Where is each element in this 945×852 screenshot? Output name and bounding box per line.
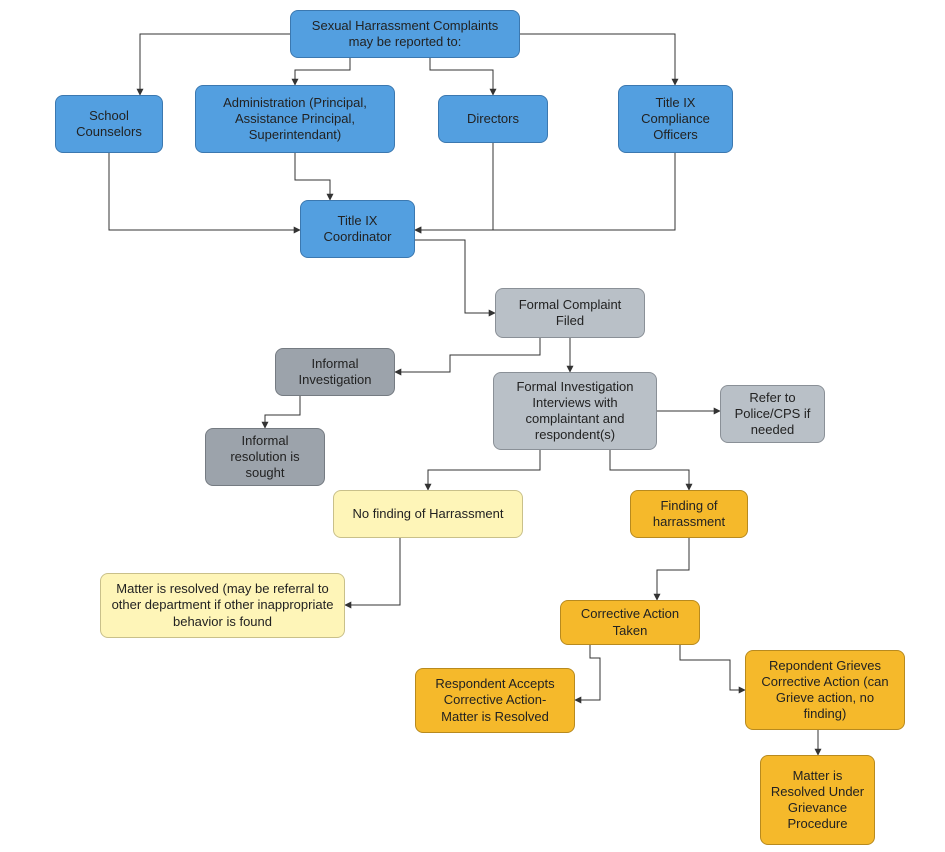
node-admin: Administration (Principal, Assistance Pr…: [195, 85, 395, 153]
edge-officers-to-coord: [415, 153, 675, 230]
edge-corrective-to-accepts: [575, 645, 600, 700]
node-griev_res: Matter is Resolved Under Grievance Proce…: [760, 755, 875, 845]
edge-top-to-directors: [430, 58, 493, 95]
edge-informal-to-inf_res: [265, 396, 300, 428]
node-directors: Directors: [438, 95, 548, 143]
edge-formal_inv-to-finding: [610, 450, 689, 490]
node-label: Matter is resolved (may be referral to o…: [109, 581, 336, 630]
node-label: Matter is Resolved Under Grievance Proce…: [769, 768, 866, 833]
node-label: Directors: [467, 111, 519, 127]
edge-counselors-to-coord: [109, 153, 300, 230]
node-accepts: Respondent Accepts Corrective Action- Ma…: [415, 668, 575, 733]
edge-formal_inv-to-nofinding: [428, 450, 540, 490]
node-inf_res: Informal resolution is sought: [205, 428, 325, 486]
node-label: Title IX Compliance Officers: [627, 95, 724, 144]
flowchart-canvas: Sexual Harrassment Complaints may be rep…: [0, 0, 945, 852]
node-refer: Refer to Police/CPS if needed: [720, 385, 825, 443]
node-label: Refer to Police/CPS if needed: [729, 390, 816, 439]
node-top: Sexual Harrassment Complaints may be rep…: [290, 10, 520, 58]
node-filed: Formal Complaint Filed: [495, 288, 645, 338]
node-label: Formal Complaint Filed: [504, 297, 636, 330]
node-label: No finding of Harrassment: [352, 506, 503, 522]
edge-top-to-admin: [295, 58, 350, 85]
node-finding: Finding of harrassment: [630, 490, 748, 538]
node-nofinding: No finding of Harrassment: [333, 490, 523, 538]
node-formal_inv: Formal Investigation Interviews with com…: [493, 372, 657, 450]
node-label: Corrective Action Taken: [569, 606, 691, 639]
node-officers: Title IX Compliance Officers: [618, 85, 733, 153]
edge-coord-to-filed: [415, 240, 495, 313]
edge-top-to-officers: [520, 34, 675, 85]
edge-corrective-to-grieves: [680, 645, 745, 690]
edge-filed-to-informal: [395, 338, 540, 372]
node-label: Finding of harrassment: [639, 498, 739, 531]
node-label: Repondent Grieves Corrective Action (can…: [754, 658, 896, 723]
edge-nofinding-to-resolved_no: [345, 538, 400, 605]
edge-admin-to-coord: [295, 153, 330, 200]
node-label: School Counselors: [64, 108, 154, 141]
node-corrective: Corrective Action Taken: [560, 600, 700, 645]
edge-directors-to-coord: [415, 143, 493, 230]
node-label: Formal Investigation Interviews with com…: [502, 379, 648, 444]
node-label: Administration (Principal, Assistance Pr…: [204, 95, 386, 144]
node-label: Informal Investigation: [284, 356, 386, 389]
node-resolved_no: Matter is resolved (may be referral to o…: [100, 573, 345, 638]
node-coord: Title IX Coordinator: [300, 200, 415, 258]
edge-finding-to-corrective: [657, 538, 689, 600]
node-informal: Informal Investigation: [275, 348, 395, 396]
node-label: Sexual Harrassment Complaints may be rep…: [299, 18, 511, 51]
node-label: Title IX Coordinator: [309, 213, 406, 246]
node-counselors: School Counselors: [55, 95, 163, 153]
node-label: Respondent Accepts Corrective Action- Ma…: [424, 676, 566, 725]
node-grieves: Repondent Grieves Corrective Action (can…: [745, 650, 905, 730]
node-label: Informal resolution is sought: [214, 433, 316, 482]
